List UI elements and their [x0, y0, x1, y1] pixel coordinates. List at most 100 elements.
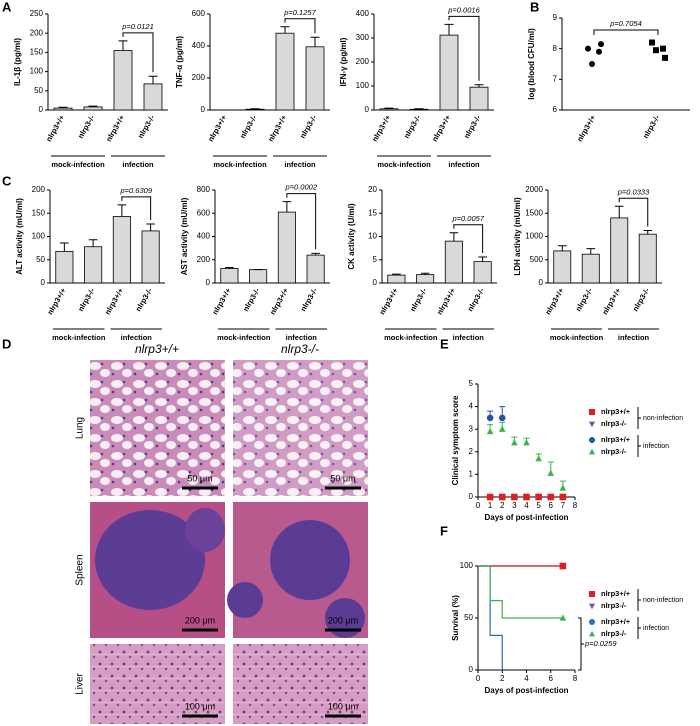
y-tick-label: 100 — [30, 67, 44, 76]
column-header: nlrp3+/+ — [135, 342, 179, 356]
y-tick-label: 300 — [356, 33, 370, 42]
y-tick-label: 10 — [368, 232, 377, 241]
y-axis-label: ALT activity (mU/ml) — [15, 198, 24, 275]
marker — [589, 448, 595, 455]
bar — [473, 261, 492, 284]
liver-image — [90, 644, 225, 724]
x-tick-label: 8 — [573, 501, 578, 510]
spleen-follicle — [95, 510, 205, 610]
marker — [559, 562, 567, 570]
spleen-follicle — [227, 582, 263, 618]
p-value: p=0.7054 — [609, 19, 642, 28]
panel-labels: A B C D E F — [2, 0, 539, 538]
y-tick-label: 200 — [192, 73, 206, 82]
scale-bar-label: 100 μm — [328, 701, 358, 711]
x-tick-label: nlrp3+/+ — [575, 113, 598, 143]
x-tick-label: nlrp3-/- — [238, 113, 259, 140]
y-tick-label: 3 — [469, 424, 474, 433]
x-tick-label: nlrp3+/+ — [435, 286, 458, 316]
y-axis-label: IFN-γ (pg/ml) — [339, 37, 348, 86]
y-tick-label: 50 — [464, 613, 473, 622]
scale-bar-label: 50 μm — [187, 473, 212, 483]
panel-label: D — [2, 336, 11, 351]
y-tick-label: 2 — [469, 447, 474, 456]
y-tick-label: 50 — [34, 86, 43, 95]
x-tick-label: nlrp3-/- — [462, 113, 483, 140]
bar — [53, 107, 73, 111]
marker — [486, 414, 494, 422]
legend-group-label: infection — [643, 443, 669, 450]
x-tick-label: nlrp3-/- — [298, 113, 319, 140]
x-tick-label: 2 — [500, 501, 505, 510]
survival-curve — [478, 565, 563, 619]
liver-image — [233, 644, 368, 724]
y-tick-label: 5 — [373, 255, 378, 264]
marker — [662, 54, 668, 61]
x-tick-label: nlrp3+/+ — [543, 286, 566, 316]
x-tick-label: nlrp3+/+ — [268, 286, 291, 316]
bar — [277, 211, 296, 284]
x-tick-label: nlrp3+/+ — [103, 286, 126, 316]
marker — [589, 421, 595, 428]
error-bar — [557, 245, 567, 251]
x-tick-label: 1 — [488, 501, 493, 510]
error-bar — [280, 26, 290, 34]
bar — [306, 254, 325, 284]
x-tick-label: nlrp3-/- — [76, 286, 97, 313]
legend-label: nlrp3+/+ — [601, 407, 631, 416]
marker — [589, 619, 595, 625]
x-tick-label: nlrp3-/- — [136, 113, 157, 140]
legend-label: nlrp3-/- — [601, 601, 627, 610]
p-value: p=0.0002 — [285, 183, 318, 192]
scale-bars: 50 μm 50 μm 200 μm 200 μm 100 μm 100 μm — [182, 473, 361, 718]
marker — [535, 493, 542, 501]
x-tick-label: 3 — [512, 501, 517, 510]
bar — [439, 34, 459, 111]
bar — [113, 50, 133, 111]
scale-bar-label: 200 μm — [185, 615, 215, 625]
group-label: mock-infection — [217, 333, 271, 342]
row-label: Liver — [75, 672, 86, 694]
bar — [581, 253, 600, 284]
bar — [112, 216, 131, 284]
y-tick-label: 200 — [30, 28, 44, 37]
marker — [547, 493, 555, 501]
marker — [559, 484, 567, 491]
bar — [444, 240, 463, 284]
significance-bracket — [593, 29, 659, 35]
marker — [589, 409, 595, 415]
marker — [589, 591, 595, 597]
spleen-follicle — [185, 508, 225, 552]
legend-label: nlrp3+/+ — [601, 617, 631, 626]
y-tick-label: 800 — [197, 185, 211, 194]
x-tick-label: nlrp3+/+ — [266, 113, 289, 143]
x-axis-label: Days of post-infection — [484, 686, 568, 695]
error-bar — [88, 105, 98, 107]
spleen-follicle — [325, 598, 365, 638]
x-tick-label: 5 — [536, 501, 541, 510]
y-axis-label: AST activity (mU/ml) — [180, 197, 189, 275]
marker — [649, 39, 655, 46]
y-axis-label: IL-1β (pg/ml) — [13, 38, 22, 86]
scale-bar-label: 50 μm — [330, 473, 355, 483]
y-tick-label: 0 — [373, 278, 378, 287]
bar — [141, 230, 160, 284]
x-tick-label: 4 — [524, 674, 529, 683]
column-header: nlrp3-/- — [281, 342, 319, 356]
x-tick-label: nlrp3+/+ — [210, 286, 233, 316]
y-tick-label: 400 — [197, 232, 211, 241]
error-bar — [310, 36, 320, 47]
group-label: mock-infection — [51, 160, 105, 169]
marker — [598, 41, 604, 48]
y-tick-label: 1 — [469, 470, 474, 479]
bar — [379, 108, 399, 111]
marker — [589, 61, 595, 67]
bar — [553, 250, 572, 284]
marker — [660, 45, 666, 52]
y-tick-label: 4 — [469, 402, 474, 411]
x-tick-label: nlrp3-/- — [76, 113, 97, 140]
marker — [559, 614, 567, 621]
marker — [596, 48, 602, 55]
x-tick-label: nlrp3+/+ — [45, 286, 68, 316]
group-label: infection — [284, 160, 316, 169]
